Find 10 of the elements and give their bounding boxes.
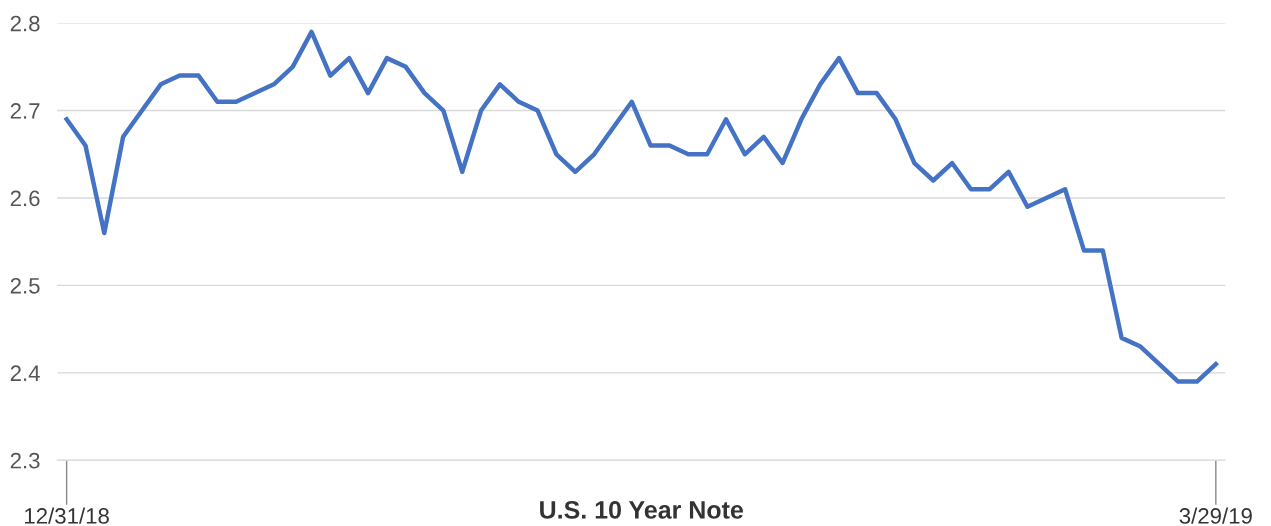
x-tick-label: 12/31/18: [25, 507, 109, 524]
y-tick-label: 2.7: [10, 103, 40, 119]
y-tick-label: 2.5: [10, 277, 40, 294]
y-tick-label: 2.8: [10, 15, 40, 32]
line-series: [64, 29, 1219, 384]
y-tick-label: 2.3: [10, 452, 40, 469]
x-axis-title: U.S. 10 Year Note: [540, 501, 743, 519]
y-tick-label: 2.6: [10, 190, 40, 207]
y-tick-label: 2.4: [10, 365, 40, 381]
x-tick-label: 3/29/19: [1179, 507, 1252, 524]
